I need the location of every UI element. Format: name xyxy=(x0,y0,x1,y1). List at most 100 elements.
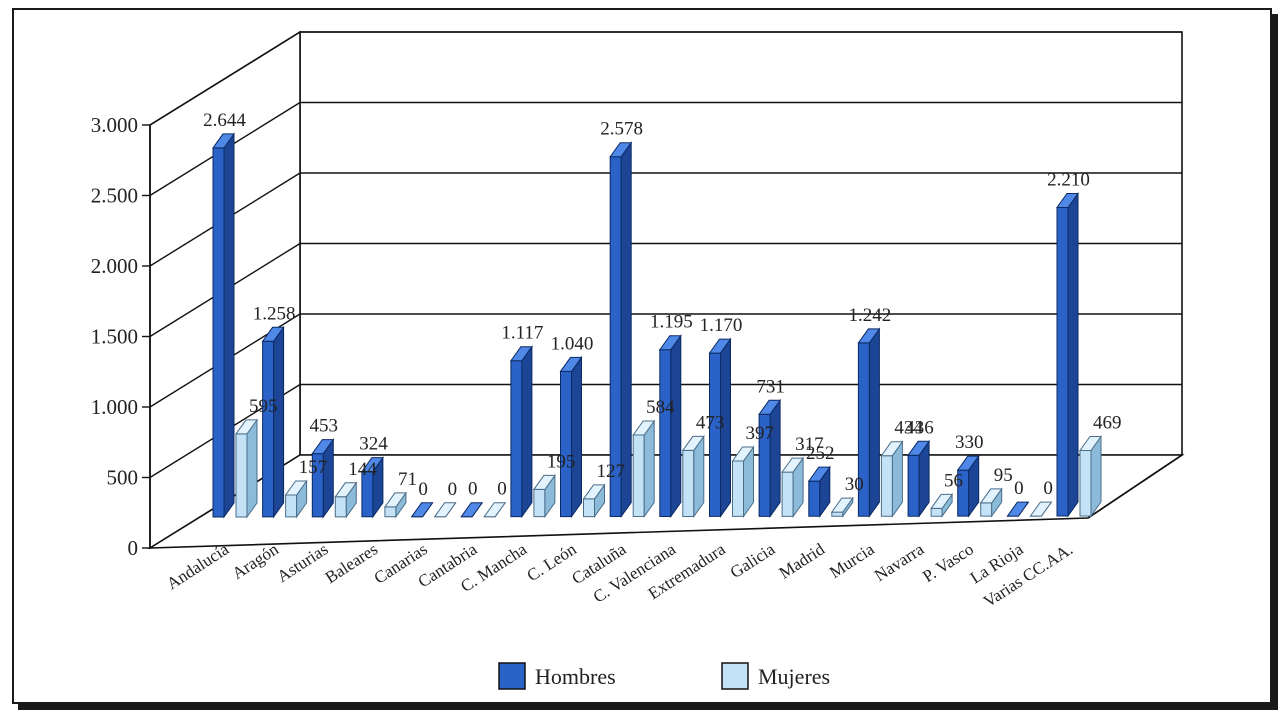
data-label-hombres: 2.210 xyxy=(1047,170,1090,191)
bar-hombres-7 xyxy=(559,355,583,519)
y-tick-label: 2.500 xyxy=(91,184,138,208)
bar-top xyxy=(383,492,407,508)
bar-side xyxy=(769,398,781,518)
bar-hombres-11 xyxy=(758,398,782,518)
bar-mujeres-4 xyxy=(433,502,457,518)
category-label: Baleares xyxy=(322,539,381,587)
bar-front xyxy=(560,370,572,518)
bar-mujeres-15 xyxy=(979,487,1003,518)
bar-front xyxy=(808,480,821,517)
bar-top xyxy=(532,474,556,490)
data-label-hombres: 1.195 xyxy=(650,312,693,333)
data-label-mujeres: 144 xyxy=(348,459,377,480)
legend-label-hombres: Hombres xyxy=(535,664,616,689)
bar-front xyxy=(262,340,275,518)
data-label-hombres: 1.117 xyxy=(501,323,543,344)
bar-top xyxy=(731,446,755,462)
bar-top xyxy=(311,439,335,455)
gridline-side xyxy=(149,31,301,126)
data-label-mujeres: 56 xyxy=(944,470,963,491)
bar-top xyxy=(559,356,583,372)
data-label-hombres: 1.170 xyxy=(700,315,743,336)
bar-top xyxy=(758,399,782,415)
bar-top xyxy=(681,435,705,451)
bar-mujeres-3 xyxy=(383,491,407,519)
bar-hombres-10 xyxy=(708,337,732,518)
legend-swatch-mujeres xyxy=(721,662,749,690)
y-tick-label: 500 xyxy=(107,466,139,490)
bar-hombres-6 xyxy=(509,345,533,519)
bar-top xyxy=(930,493,954,509)
bar-front xyxy=(212,147,225,518)
bar-top xyxy=(609,142,633,158)
bar-front xyxy=(632,434,645,517)
floor-edge xyxy=(1087,454,1183,519)
bar-top xyxy=(658,335,682,351)
bar-top xyxy=(334,482,358,498)
data-label-hombres: 0 xyxy=(418,479,428,500)
bar-hombres-8 xyxy=(609,141,633,519)
data-label-mujeres: 0 xyxy=(1043,478,1053,499)
bar-hombres-4 xyxy=(410,502,434,518)
data-label-hombres: 324 xyxy=(359,434,388,455)
data-label-hombres: 731 xyxy=(756,376,785,397)
data-label-mujeres: 434 xyxy=(894,418,923,439)
bar-mujeres-7 xyxy=(582,483,606,519)
bar-side xyxy=(643,419,655,519)
bar-hombres-9 xyxy=(658,334,682,519)
bar-top xyxy=(1029,501,1053,517)
bar-front xyxy=(510,360,523,518)
data-label-hombres: 436 xyxy=(905,417,934,438)
bar-top xyxy=(212,133,235,149)
bar-front xyxy=(880,455,893,517)
data-label-mujeres: 317 xyxy=(795,434,824,455)
bar-side xyxy=(521,345,533,519)
data-label-mujeres: 397 xyxy=(745,423,774,444)
bar-front xyxy=(1056,207,1069,517)
y-tick-label: 0 xyxy=(128,536,139,560)
bars-group xyxy=(212,132,1102,519)
bar-top xyxy=(956,455,980,471)
data-label-mujeres: 595 xyxy=(249,396,278,417)
data-label-mujeres: 473 xyxy=(696,412,725,433)
bar-side xyxy=(868,327,880,518)
bar-front xyxy=(831,511,844,517)
bar-top xyxy=(433,502,457,518)
bar-mujeres-14 xyxy=(930,492,954,518)
bar-top xyxy=(483,502,507,518)
data-label-hombres: 330 xyxy=(955,432,984,453)
bar-front xyxy=(1079,450,1092,517)
bar-hombres-15 xyxy=(956,454,980,518)
bar-mujeres-13 xyxy=(880,440,904,518)
bar-top xyxy=(880,441,904,457)
bar-side xyxy=(571,355,582,519)
bar-front xyxy=(732,460,744,517)
bar-mujeres-1 xyxy=(284,479,308,519)
bar-hombres-12 xyxy=(807,465,831,518)
y-tick-label: 3.000 xyxy=(91,113,138,137)
bar-top xyxy=(410,502,434,518)
bar-front xyxy=(384,506,397,518)
bar-front xyxy=(907,454,920,517)
bar-top xyxy=(781,457,805,473)
bar-top xyxy=(857,328,881,344)
bar-mujeres-9 xyxy=(681,434,705,519)
data-label-hombres: 2.644 xyxy=(203,110,246,131)
bar-hombres-17 xyxy=(1056,191,1079,518)
bar-mujeres-11 xyxy=(781,456,805,518)
bar-front xyxy=(709,352,721,517)
bar-mujeres-17 xyxy=(1079,434,1102,518)
category-label: Asturias xyxy=(274,539,332,586)
bar-hombres-3 xyxy=(360,456,384,519)
data-label-mujeres: 157 xyxy=(299,457,328,478)
bar-front xyxy=(235,433,248,518)
data-label-hombres: 2.578 xyxy=(600,119,643,140)
bar-top xyxy=(979,488,1003,504)
bar-top xyxy=(509,346,533,362)
bar-top xyxy=(1006,501,1030,517)
data-label-mujeres: 127 xyxy=(597,461,626,482)
bar-front xyxy=(659,349,672,517)
bar-side xyxy=(273,325,285,519)
